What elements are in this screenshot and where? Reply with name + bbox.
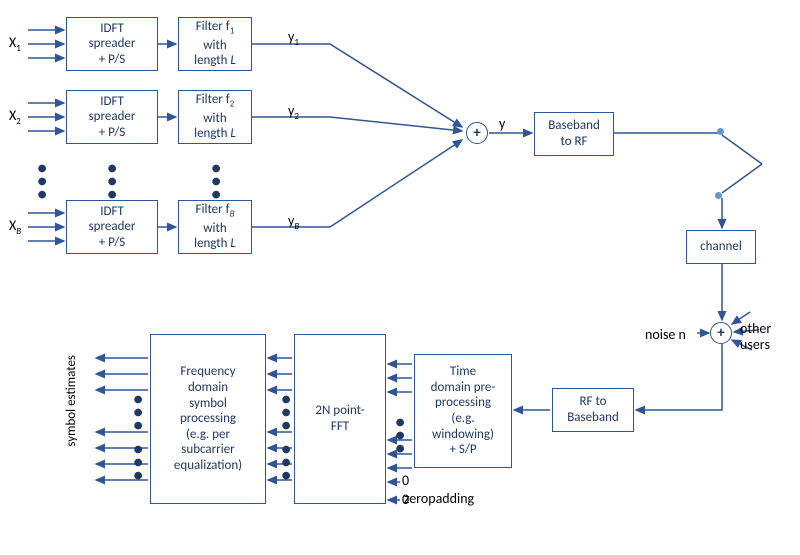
box-rf2bb: RF toBaseband bbox=[552, 388, 634, 432]
box-freqproc: Frequencydomainsymbolprocessing(e.g. per… bbox=[150, 334, 266, 504]
vdots-1: • • • bbox=[212, 164, 221, 199]
box-filter2: Filter f2withlength L bbox=[178, 90, 252, 144]
label-other: other bbox=[740, 320, 771, 337]
label-y: y bbox=[499, 115, 505, 132]
box-fft: 2N point-FFT bbox=[294, 334, 386, 504]
sum-sum_y: + bbox=[466, 122, 488, 144]
label-symest: symbol estimates bbox=[64, 355, 79, 447]
junction-dot-1 bbox=[715, 192, 722, 199]
vdots-0: • • • bbox=[108, 164, 117, 199]
box-idft2: IDFTspreader+ P/S bbox=[66, 90, 158, 144]
junction-dot-0 bbox=[717, 128, 724, 135]
vdots-5: • • • bbox=[134, 395, 143, 430]
label-users: users bbox=[740, 336, 770, 353]
diagram-canvas bbox=[0, 0, 800, 555]
label-zero2: 0 bbox=[402, 491, 409, 508]
vdots-6: • • • bbox=[134, 445, 143, 480]
box-channel: channel bbox=[686, 230, 756, 264]
label-zeropad: zeropadding bbox=[404, 490, 474, 507]
label-zero1: 0 bbox=[402, 472, 409, 489]
vdots-4: • • • bbox=[282, 445, 291, 480]
sum-sum_noise: + bbox=[710, 322, 732, 344]
box-filter1: Filter f1withlength L bbox=[178, 17, 252, 71]
box-idft1: IDFTspreader+ P/S bbox=[66, 17, 158, 71]
box-timeproc: Timedomain pre-processing(e.g.windowing)… bbox=[414, 354, 512, 468]
vdots-3: • • • bbox=[282, 395, 291, 430]
box-filterB: Filter fBwithlength L bbox=[178, 200, 252, 254]
box-bb2rf: Basebandto RF bbox=[534, 112, 614, 156]
label-noise: noise n bbox=[645, 326, 686, 343]
vdots-2: • • • bbox=[38, 164, 47, 199]
box-idftB: IDFTspreader+ P/S bbox=[66, 200, 158, 254]
label-yB: yB bbox=[288, 212, 299, 232]
vdots-7: • • • bbox=[396, 418, 405, 453]
label-x2: X2 bbox=[9, 107, 21, 127]
label-x1: X1 bbox=[9, 34, 21, 54]
label-y1: y1 bbox=[288, 28, 299, 48]
label-xB: XB bbox=[9, 217, 21, 237]
label-y2: y2 bbox=[288, 102, 299, 122]
